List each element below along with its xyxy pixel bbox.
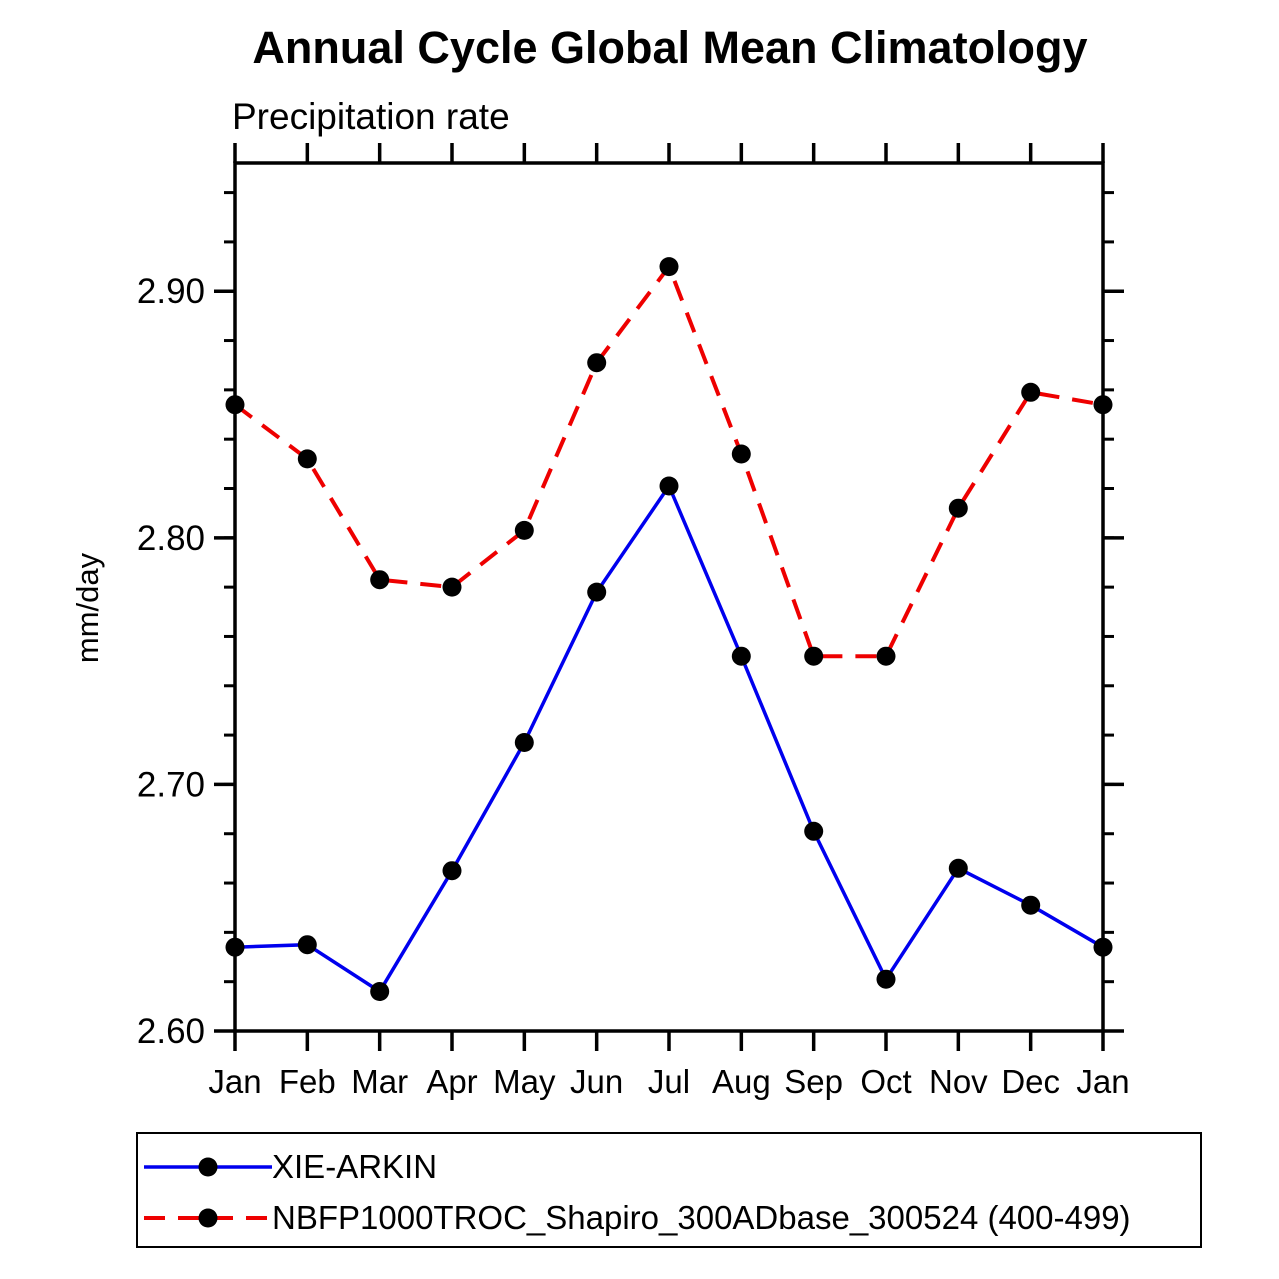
data-point-marker [1093, 395, 1113, 415]
legend: XIE-ARKIN NBFP1000TROC_Shapiro_300ADbase… [136, 1132, 1202, 1248]
data-point-marker [225, 937, 245, 957]
data-point-marker [659, 257, 679, 277]
data-point-marker [876, 646, 896, 666]
x-tick-label: Sep [784, 1063, 843, 1100]
data-point-marker [1021, 382, 1041, 402]
series-line [234, 482, 1104, 994]
x-tick-label: Nov [929, 1063, 988, 1100]
data-point-marker [514, 733, 534, 752]
legend-item: XIE-ARKIN [138, 1142, 1200, 1192]
data-point-marker [442, 861, 462, 881]
data-point-marker [1021, 895, 1041, 915]
data-point-marker [804, 821, 824, 841]
data-point-marker [659, 476, 679, 496]
data-point-marker [370, 570, 390, 590]
data-point-marker [297, 935, 317, 955]
data-point-marker [370, 982, 390, 1001]
chart-title: Annual Cycle Global Mean Climatology [252, 22, 1088, 73]
x-tick-label: Aug [712, 1063, 771, 1100]
y-tick-label: 2.60 [137, 1012, 205, 1051]
data-point-marker [948, 858, 968, 878]
x-tick-label: Jun [570, 1063, 623, 1100]
x-tick-label: Jan [208, 1063, 261, 1100]
y-tick-label: 2.80 [137, 519, 205, 558]
x-tick-label: Apr [426, 1063, 477, 1100]
data-point-marker [1093, 937, 1113, 957]
data-point-marker [876, 969, 896, 989]
x-tick-label: Dec [1001, 1063, 1060, 1100]
legend-line-sample [144, 1208, 272, 1228]
x-tick-label: Jan [1076, 1063, 1129, 1100]
data-point-marker [587, 582, 607, 602]
data-point-marker [225, 395, 245, 415]
x-tick-label: May [493, 1063, 556, 1100]
data-point-marker [297, 449, 317, 469]
data-point-marker [804, 646, 824, 666]
legend-item-label: NBFP1000TROC_Shapiro_300ADbase_300524 (4… [272, 1199, 1131, 1236]
legend-item-label: XIE-ARKIN [272, 1148, 438, 1185]
data-point-marker [442, 577, 462, 597]
legend-sample-marker [198, 1208, 218, 1228]
axis-frame [233, 161, 1105, 1033]
chart-subtitle: Precipitation rate [232, 96, 510, 137]
data-point-marker [731, 646, 751, 666]
x-tick-label: Feb [279, 1063, 336, 1100]
data-point-marker [587, 353, 607, 373]
legend-item: NBFP1000TROC_Shapiro_300ADbase_300524 (4… [138, 1193, 1200, 1243]
x-tick-label: Jul [648, 1063, 690, 1100]
x-tick-label: Oct [860, 1063, 911, 1100]
y-tick-label: 2.70 [137, 765, 205, 804]
legend-sample-marker [198, 1157, 218, 1177]
y-tick-label: 2.90 [137, 272, 205, 311]
data-point-marker [948, 498, 968, 518]
series-line [233, 262, 1104, 659]
data-point-marker [731, 444, 751, 464]
legend-line-sample [144, 1157, 272, 1177]
data-point-marker [514, 520, 534, 540]
x-tick-label: Mar [351, 1063, 408, 1100]
